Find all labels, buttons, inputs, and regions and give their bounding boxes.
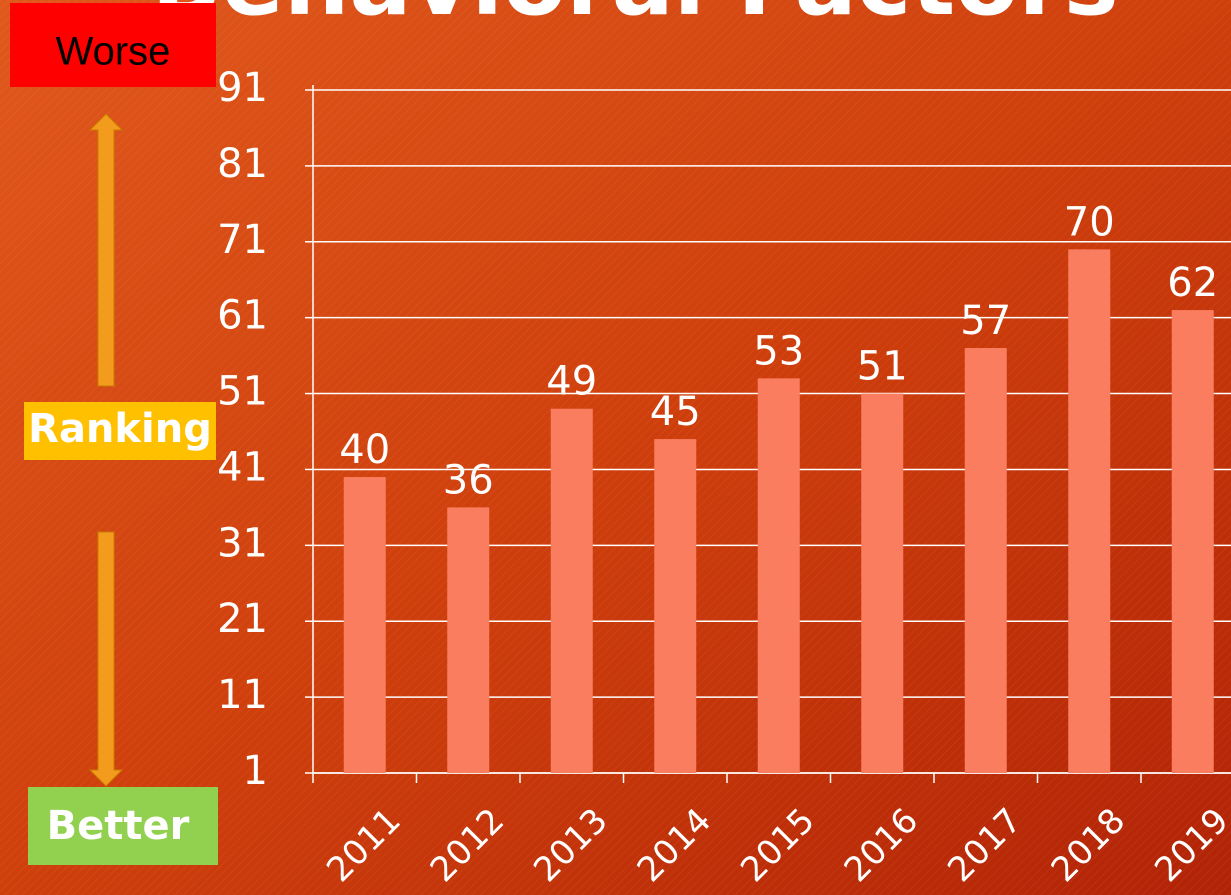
y-tick-label: 11 [217, 672, 268, 718]
y-tick-label: 61 [217, 293, 268, 339]
bar [550, 408, 593, 773]
bar [654, 439, 697, 773]
worse-box [10, 3, 216, 87]
bar [964, 348, 1007, 773]
bar [1068, 249, 1111, 773]
better-box [28, 787, 218, 865]
data-label: 49 [546, 359, 597, 405]
data-label: 70 [1064, 199, 1115, 245]
bar [343, 477, 386, 773]
worse-label: Worse [56, 30, 171, 74]
down-arrow [88, 531, 124, 787]
data-label: 51 [857, 344, 908, 390]
up-arrow [88, 113, 124, 387]
y-tick-label: 41 [217, 444, 268, 490]
chart-title: Behavioral Factors [151, 0, 1118, 36]
y-tick-label: 71 [217, 217, 268, 263]
data-label: 45 [650, 389, 701, 435]
data-label: 62 [1167, 260, 1218, 306]
ranking-box [24, 402, 216, 460]
y-tick-label: 21 [217, 596, 268, 642]
bar [447, 507, 490, 773]
ranking-label: Ranking [28, 406, 212, 452]
data-label: 36 [443, 457, 494, 503]
bar [757, 378, 800, 773]
y-tick-label: 1 [243, 748, 268, 794]
better-label: Better [47, 803, 190, 849]
data-label: 57 [960, 298, 1011, 344]
data-label: 40 [339, 427, 390, 473]
y-tick-label: 51 [217, 369, 268, 415]
data-label: 53 [753, 328, 804, 374]
y-tick-label: 91 [217, 65, 268, 111]
y-tick-label: 31 [217, 520, 268, 566]
bar [861, 393, 904, 773]
y-tick-label: 81 [217, 141, 268, 187]
bar [1171, 310, 1214, 773]
